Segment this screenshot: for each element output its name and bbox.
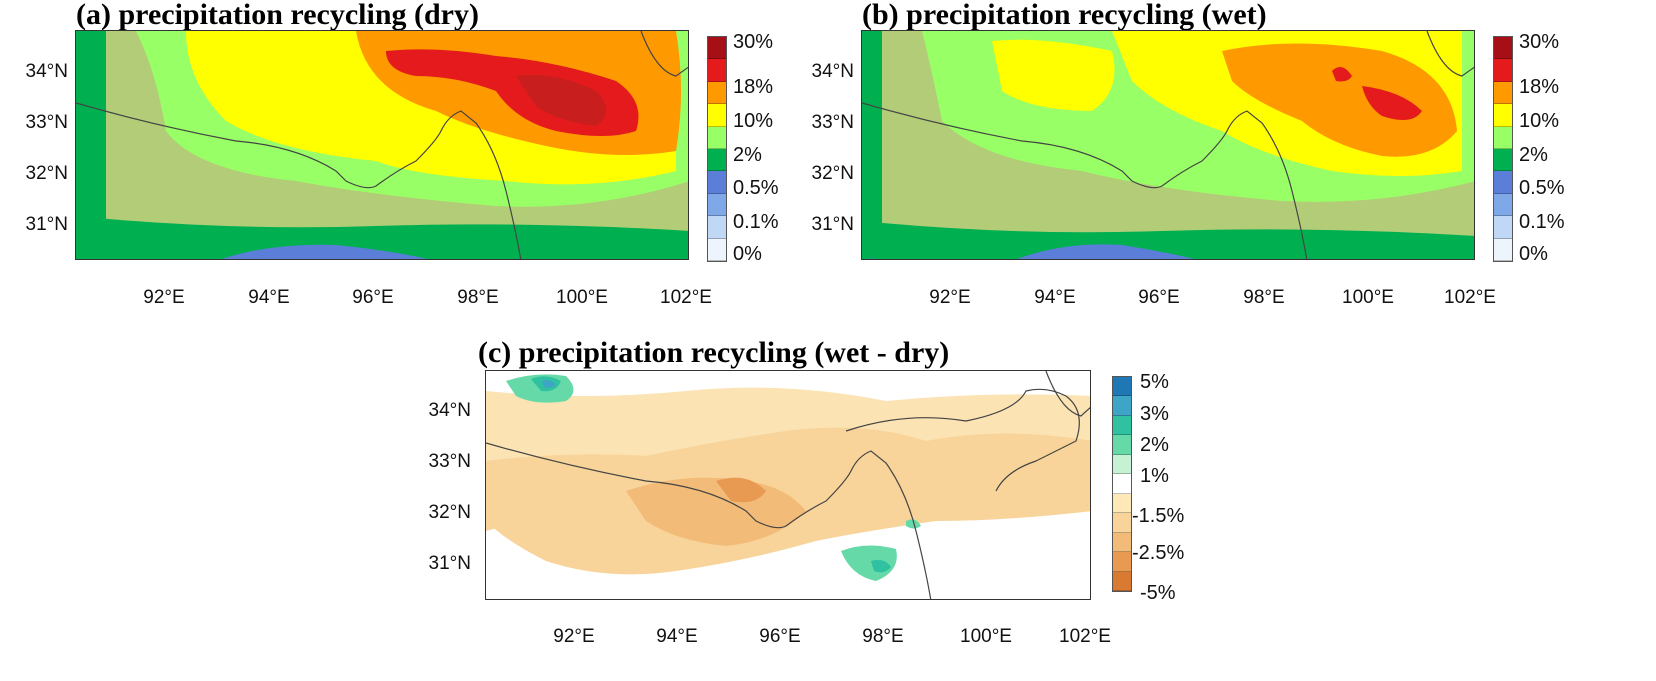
colorbar-label: 0.1%	[733, 211, 779, 233]
colorbar-swatch	[1113, 435, 1131, 455]
colorbar-swatch	[708, 216, 726, 239]
lon-label: 94°E	[1034, 287, 1076, 308]
colorbar-swatch	[708, 37, 726, 60]
colorbar-label: 0%	[733, 243, 762, 265]
colorbar-label: 18%	[1519, 76, 1560, 98]
lon-label: 92°E	[143, 287, 185, 308]
colorbar-label: 2%	[1519, 144, 1548, 166]
lat-label: 31°N	[811, 214, 854, 235]
lon-label: 100°E	[556, 287, 608, 308]
colorbar-swatch	[1113, 396, 1131, 416]
colorbar-swatch	[1494, 59, 1512, 82]
colorbar-swatch	[1494, 104, 1512, 127]
colorbar-swatch	[708, 193, 726, 217]
colorbar-swatch	[1113, 474, 1131, 494]
colorbar-label: 2%	[1140, 434, 1169, 456]
colorbar-swatch	[1494, 238, 1512, 261]
colorbar-swatch	[708, 104, 726, 127]
lat-label: 34°N	[428, 400, 471, 421]
colorbar-swatch	[1113, 552, 1131, 572]
colorbar-label: 5%	[1140, 371, 1169, 393]
colorbar-swatch	[1113, 532, 1131, 553]
lon-label: 96°E	[759, 626, 801, 647]
lat-label: 33°N	[428, 451, 471, 472]
colorbar-swatch	[1494, 216, 1512, 239]
map-field-diff	[486, 371, 1090, 599]
panel-title: (a) precipitation recycling (dry)	[76, 0, 479, 31]
lon-label: 98°E	[1243, 287, 1285, 308]
lon-label: 92°E	[553, 626, 595, 647]
colorbar-label: 0.5%	[733, 177, 779, 199]
map-area	[861, 30, 1475, 260]
lon-label: 100°E	[960, 626, 1012, 647]
map-field-wet	[862, 31, 1474, 259]
lat-label: 31°N	[25, 214, 68, 235]
lon-label: 96°E	[352, 287, 394, 308]
lon-label: 102°E	[1059, 626, 1111, 647]
lat-label: 33°N	[25, 112, 68, 133]
colorbar-swatch	[1494, 126, 1512, 149]
colorbar-swatch	[1113, 415, 1131, 436]
colorbar-swatch	[1113, 493, 1131, 514]
lon-label: 94°E	[656, 626, 698, 647]
lon-label: 98°E	[862, 626, 904, 647]
colorbar-label: -1.5%	[1132, 505, 1185, 527]
lat-label: 32°N	[428, 502, 471, 523]
colorbar	[1493, 36, 1513, 262]
lat-label: 33°N	[811, 112, 854, 133]
colorbar-label: 1%	[1140, 465, 1169, 487]
colorbar-swatch	[1494, 81, 1512, 105]
colorbar-label: 10%	[1519, 110, 1560, 132]
colorbar-label: -5%	[1140, 582, 1176, 604]
colorbar-label: 0.5%	[1519, 177, 1565, 199]
colorbar-swatch	[708, 238, 726, 261]
lon-label: 98°E	[457, 287, 499, 308]
colorbar-swatch	[708, 148, 726, 172]
lon-label: 102°E	[660, 287, 712, 308]
map-field-dry	[76, 31, 688, 259]
lon-label: 102°E	[1444, 287, 1496, 308]
colorbar-swatch	[1494, 171, 1512, 194]
lat-label: 31°N	[428, 553, 471, 574]
lon-label: 100°E	[1342, 287, 1394, 308]
colorbar-swatch	[1113, 377, 1131, 397]
colorbar-swatch	[708, 126, 726, 149]
colorbar-swatch	[1494, 193, 1512, 217]
lat-label: 32°N	[811, 163, 854, 184]
lon-label: 96°E	[1138, 287, 1180, 308]
colorbar-swatch	[1113, 571, 1131, 591]
colorbar-label: -2.5%	[1132, 542, 1185, 564]
colorbar-swatch	[1113, 454, 1131, 475]
colorbar-swatch	[708, 59, 726, 82]
colorbar-label: 18%	[733, 76, 774, 98]
panel-title: (c) precipitation recycling (wet - dry)	[478, 336, 950, 369]
map-area	[75, 30, 689, 260]
panel-title: (b) precipitation recycling (wet)	[862, 0, 1267, 31]
colorbar-swatch	[1113, 513, 1131, 533]
colorbar-label: 10%	[733, 110, 774, 132]
colorbar	[707, 36, 727, 262]
lat-label: 32°N	[25, 163, 68, 184]
colorbar-label: 0.1%	[1519, 211, 1565, 233]
lat-label: 34°N	[811, 61, 854, 82]
colorbar-swatch	[708, 171, 726, 194]
colorbar-swatch	[708, 81, 726, 105]
colorbar-label: 30%	[733, 31, 774, 53]
colorbar-label: 30%	[1519, 31, 1560, 53]
colorbar-label: 0%	[1519, 243, 1548, 265]
lat-label: 34°N	[25, 61, 68, 82]
lon-label: 92°E	[929, 287, 971, 308]
lon-label: 94°E	[248, 287, 290, 308]
colorbar-label: 2%	[733, 144, 762, 166]
colorbar	[1112, 376, 1132, 592]
map-area	[485, 370, 1091, 600]
colorbar-label: 3%	[1140, 403, 1169, 425]
colorbar-swatch	[1494, 37, 1512, 60]
colorbar-swatch	[1494, 148, 1512, 172]
